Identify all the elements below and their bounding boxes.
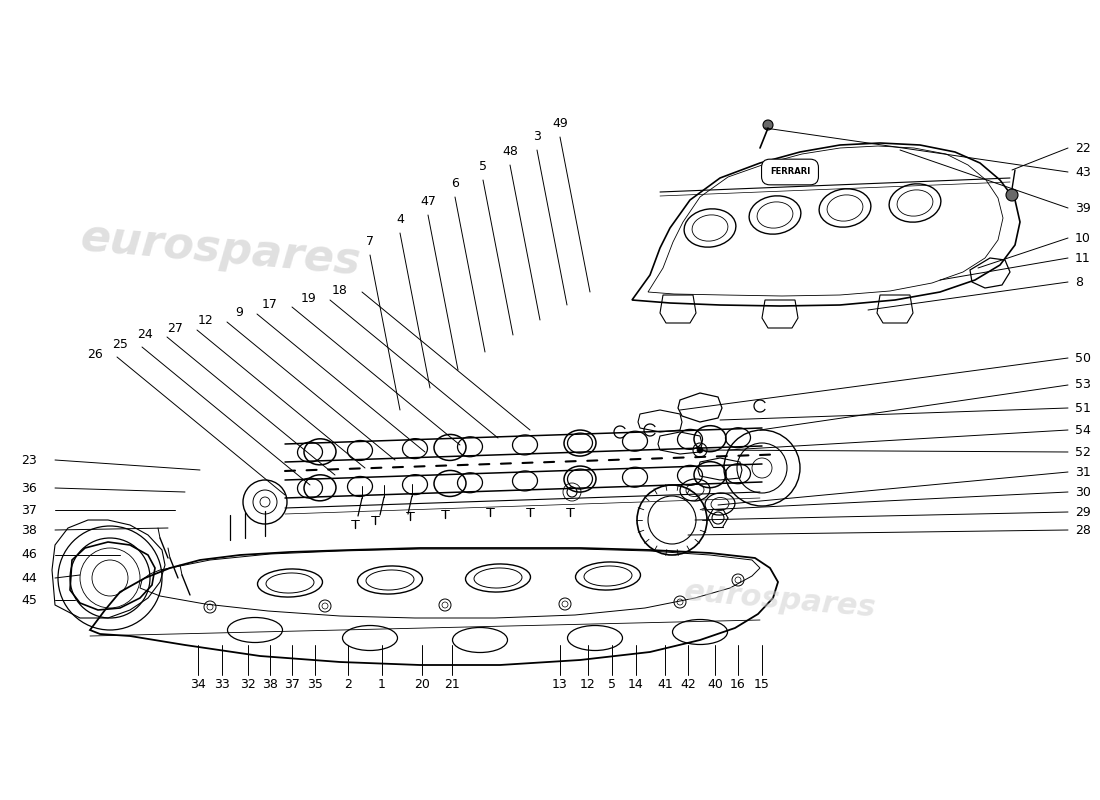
Text: 2: 2 [344, 678, 352, 691]
Text: 27: 27 [167, 322, 183, 334]
Circle shape [1006, 189, 1018, 201]
Text: 51: 51 [1075, 402, 1091, 414]
Text: 15: 15 [755, 678, 770, 691]
Text: 37: 37 [284, 678, 300, 691]
Text: 24: 24 [138, 329, 153, 342]
Text: eurospares: eurospares [683, 577, 878, 623]
Text: 42: 42 [680, 678, 696, 691]
Text: 30: 30 [1075, 486, 1091, 498]
Text: 16: 16 [730, 678, 746, 691]
Text: 38: 38 [262, 678, 278, 691]
Text: 29: 29 [1075, 506, 1091, 518]
Text: 10: 10 [1075, 231, 1091, 245]
Text: 53: 53 [1075, 378, 1091, 391]
Text: 12: 12 [580, 678, 596, 691]
Text: 52: 52 [1075, 446, 1091, 458]
Text: 5: 5 [478, 160, 487, 173]
Text: 37: 37 [21, 503, 37, 517]
Text: 44: 44 [21, 571, 37, 585]
Text: 25: 25 [112, 338, 128, 351]
Text: 45: 45 [21, 594, 37, 606]
Text: 1: 1 [378, 678, 386, 691]
Text: 43: 43 [1075, 166, 1091, 178]
Text: 47: 47 [420, 195, 436, 208]
Text: 17: 17 [262, 298, 278, 311]
Circle shape [697, 447, 703, 453]
Text: 41: 41 [657, 678, 673, 691]
Text: FERRARI: FERRARI [770, 167, 810, 177]
Text: 48: 48 [502, 145, 518, 158]
Text: 22: 22 [1075, 142, 1091, 154]
Text: 36: 36 [21, 482, 37, 494]
Text: 39: 39 [1075, 202, 1091, 214]
Text: 21: 21 [444, 678, 460, 691]
Text: 8: 8 [1075, 275, 1084, 289]
Text: 19: 19 [300, 291, 316, 305]
Text: eurospares: eurospares [78, 216, 362, 284]
Text: 13: 13 [552, 678, 568, 691]
Text: 20: 20 [414, 678, 430, 691]
Text: 6: 6 [451, 177, 459, 190]
Text: 31: 31 [1075, 466, 1091, 478]
Text: 40: 40 [707, 678, 723, 691]
Text: 28: 28 [1075, 523, 1091, 537]
Text: 23: 23 [21, 454, 37, 466]
Text: 12: 12 [197, 314, 213, 326]
Text: 49: 49 [552, 117, 568, 130]
Text: 33: 33 [214, 678, 230, 691]
Text: 32: 32 [240, 678, 256, 691]
Text: 18: 18 [332, 283, 348, 297]
Text: 7: 7 [366, 235, 374, 248]
Circle shape [763, 120, 773, 130]
Text: 11: 11 [1075, 251, 1091, 265]
Text: 50: 50 [1075, 351, 1091, 365]
Text: 46: 46 [21, 549, 37, 562]
Text: 34: 34 [190, 678, 206, 691]
Text: 3: 3 [534, 130, 541, 143]
Text: 26: 26 [87, 349, 103, 362]
Text: 54: 54 [1075, 423, 1091, 437]
Text: 9: 9 [235, 306, 243, 318]
Text: 4: 4 [396, 213, 404, 226]
Text: 38: 38 [21, 523, 37, 537]
Text: 5: 5 [608, 678, 616, 691]
Text: 14: 14 [628, 678, 643, 691]
Text: 35: 35 [307, 678, 323, 691]
